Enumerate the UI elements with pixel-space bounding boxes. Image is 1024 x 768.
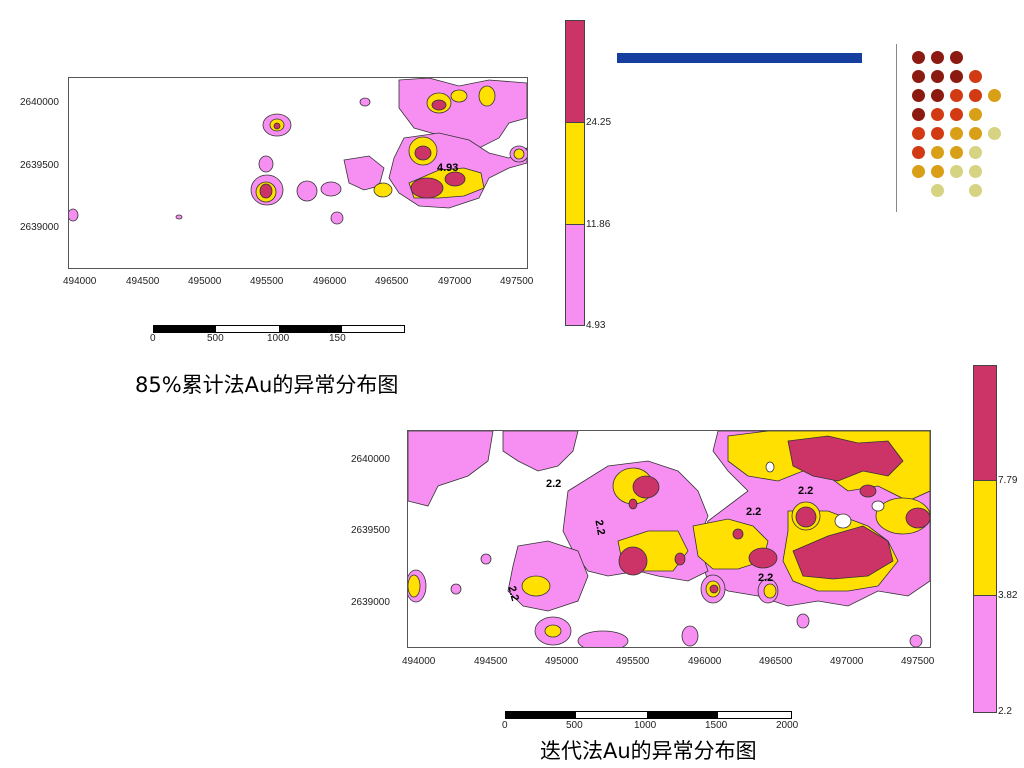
decor-dot (950, 70, 963, 83)
decor-dot (950, 127, 963, 140)
map1-high-anomalies (259, 99, 466, 199)
vertical-divider (896, 44, 897, 212)
map2-y-tick: 2639000 (351, 597, 390, 608)
decor-dot (969, 165, 982, 178)
map2-x-tick: 496000 (688, 656, 722, 667)
map2-plot-area: 2.2 2.2 2.2 2.2 2.2 2.2 (407, 430, 931, 648)
map2-x-tick: 497500 (901, 656, 935, 667)
decor-dot (988, 127, 1001, 140)
legend-high-swatch (973, 365, 997, 482)
map1-x-tick: 494500 (126, 276, 160, 287)
map1-plot-area: 4.93 (68, 77, 528, 269)
decor-dot (931, 70, 944, 83)
map2-scale-label: 0 (502, 720, 508, 731)
decor-dot (969, 146, 982, 159)
map1-scale-label: 150 (329, 333, 346, 344)
legend-label: 3.82 (998, 590, 1018, 601)
map2-high-anomalies (618, 435, 930, 594)
decor-dot (988, 89, 1001, 102)
decor-dot (931, 146, 944, 159)
map1-contour-label: 4.93 (437, 162, 458, 174)
legend-label: 2.2 (998, 706, 1012, 717)
map2-contour-label: 2.2 (746, 506, 761, 518)
decor-dot (931, 89, 944, 102)
legend-label: 4.93 (586, 320, 606, 331)
map1-caption: 85%累计法Au的异常分布图 (135, 373, 399, 397)
legend-low-swatch (565, 224, 585, 326)
decor-dot (950, 51, 963, 64)
decor-dot (912, 51, 925, 64)
decor-dot (912, 70, 925, 83)
map2-scale-label: 1000 (634, 720, 657, 731)
map2-x-tick: 497000 (830, 656, 864, 667)
map1-x-tick: 495000 (188, 276, 222, 287)
decor-dot (969, 89, 982, 102)
map2-x-tick: 494500 (474, 656, 508, 667)
legend-label: 24.25 (586, 117, 612, 128)
map1-y-tick: 2640000 (20, 97, 59, 108)
decor-dot (950, 146, 963, 159)
map1-x-tick: 494000 (63, 276, 97, 287)
decor-dot-grid (912, 51, 1012, 201)
map1-scale-label: 500 (207, 333, 224, 344)
map2-x-tick: 495500 (616, 656, 650, 667)
map2-x-tick: 494000 (402, 656, 436, 667)
map2-x-tick: 495000 (545, 656, 579, 667)
decor-dot (912, 146, 925, 159)
map2-contour-map: 2.2 2.2 2.2 2.2 2.2 2.2 (408, 431, 930, 647)
decor-dot (931, 165, 944, 178)
legend-label: 11.86 (586, 219, 611, 230)
decor-dot (912, 127, 925, 140)
legend-mid-swatch (565, 122, 585, 226)
decor-dot (931, 184, 944, 197)
map2-contour-label: 2.2 (546, 478, 561, 490)
map2-scale-label: 1500 (705, 720, 728, 731)
legend-label: 7.79 (998, 475, 1018, 486)
map1-y-tick: 2639000 (20, 222, 59, 233)
map1-scale-label: 1000 (267, 333, 290, 344)
decor-dot (931, 108, 944, 121)
map2-contour-label: 2.2 (798, 485, 813, 497)
decor-dot (969, 184, 982, 197)
decor-dot (912, 165, 925, 178)
decor-dot (969, 127, 982, 140)
map2-caption: 迭代法Au的异常分布图 (540, 739, 757, 763)
decor-dot (969, 108, 982, 121)
map2-contour-label: 2.2 (758, 572, 773, 584)
map2-contour-label: 2.2 (592, 519, 606, 536)
decor-dot (931, 51, 944, 64)
legend-low-swatch (973, 595, 997, 713)
map2-x-tick: 496500 (759, 656, 793, 667)
legend-high-swatch (565, 20, 585, 124)
header-accent-bar (617, 53, 862, 63)
map2-scale-label: 500 (566, 720, 583, 731)
map1-scale-label: 0 (150, 333, 156, 344)
decor-dot (950, 108, 963, 121)
decor-dot (950, 165, 963, 178)
map2-y-tick: 2640000 (351, 454, 390, 465)
map2-contour-label: 2.2 (505, 585, 521, 603)
map1-x-tick: 495500 (250, 276, 284, 287)
map1-x-tick: 497000 (438, 276, 472, 287)
decor-dot (969, 70, 982, 83)
decor-dot (912, 108, 925, 121)
map2-y-tick: 2639500 (351, 525, 390, 536)
map1-x-tick: 497500 (500, 276, 534, 287)
decor-dot (931, 127, 944, 140)
decor-dot (950, 89, 963, 102)
map1-x-tick: 496000 (313, 276, 347, 287)
map1-contour-map: 4.93 (69, 78, 527, 225)
map2-scale-label: 2000 (776, 720, 799, 731)
decor-dot (912, 89, 925, 102)
legend-mid-swatch (973, 480, 997, 597)
map1-y-tick: 2639500 (20, 160, 59, 171)
map1-x-tick: 496500 (375, 276, 409, 287)
